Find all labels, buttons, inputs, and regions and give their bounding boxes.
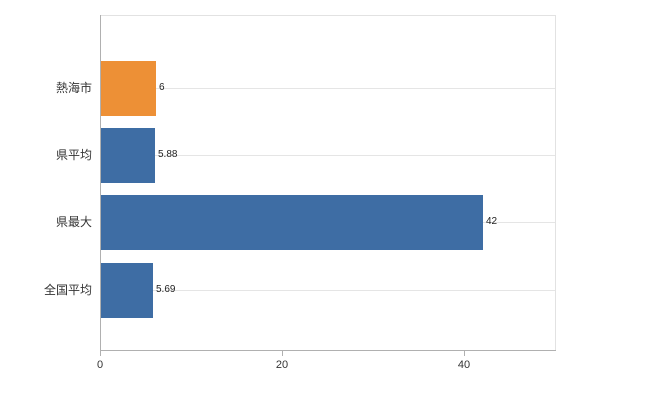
bar-value-label: 6 <box>159 82 165 93</box>
category-label: 県最大 <box>55 215 92 229</box>
x-axis-tick <box>100 351 101 356</box>
plot-right-border <box>555 15 556 350</box>
x-axis-tick-label: 0 <box>96 359 104 371</box>
bar-value-label: 42 <box>486 216 498 227</box>
gridline <box>100 154 555 156</box>
x-axis-tick-label: 20 <box>275 359 289 371</box>
bar <box>101 194 483 250</box>
plot-top-border <box>100 15 555 16</box>
x-axis-tick <box>464 351 465 356</box>
bar-value-label: 5.88 <box>158 149 178 160</box>
gridline <box>100 289 555 291</box>
x-axis-tick-label: 40 <box>457 359 471 371</box>
category-label: 熱海市 <box>55 81 92 95</box>
x-axis-line <box>100 350 556 351</box>
category-label: 県平均 <box>55 148 92 162</box>
gridline <box>100 87 555 89</box>
y-axis-line <box>100 15 101 350</box>
bar-value-label: 5.69 <box>156 284 176 295</box>
bar <box>101 127 155 183</box>
category-label: 全国平均 <box>43 283 92 297</box>
bar <box>101 262 153 318</box>
bar <box>101 60 156 116</box>
x-axis-tick <box>282 351 283 356</box>
